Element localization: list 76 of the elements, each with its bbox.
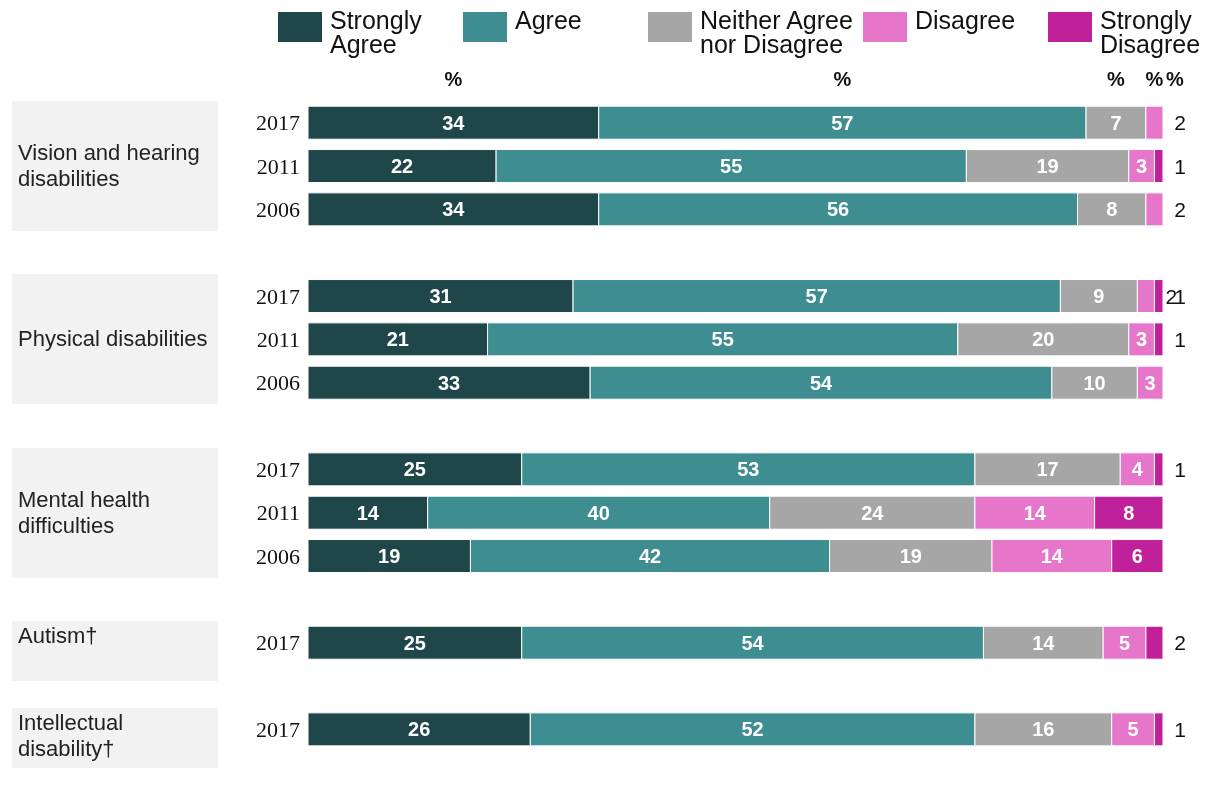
y-tick-label: 2006 (256, 197, 300, 223)
data-label: 1 (1174, 717, 1186, 741)
data-label: 16 (1032, 718, 1055, 741)
data-label: 19 (899, 545, 922, 568)
legend-label: Neither Agree nor Disagree (700, 6, 853, 58)
legend-label: Disagree (915, 6, 1016, 34)
y-tick-label: 2017 (256, 283, 300, 309)
data-label: 1 (1174, 327, 1186, 351)
data-label: 5 (1127, 718, 1139, 741)
y-tick-label: 2006 (256, 370, 300, 396)
legend-label: Strongly Agree (330, 6, 423, 58)
data-label: 10 (1083, 371, 1106, 394)
data-label: 22 (390, 155, 414, 178)
y-tick-label: 2017 (256, 717, 300, 743)
y-tick-label: 2011 (256, 327, 300, 353)
data-label: 20 (1032, 328, 1055, 351)
data-label: 54 (741, 631, 765, 654)
text: Autism† (18, 623, 98, 649)
data-label: 1 (1174, 154, 1186, 178)
y-tick-label: 2011 (256, 153, 300, 179)
data-label: 57 (805, 285, 828, 308)
data-label: 9 (1093, 285, 1105, 308)
data-label: 34 (442, 198, 466, 221)
y-tick-label: 2017 (256, 457, 300, 483)
data-label: 57 (831, 111, 854, 134)
data-label: 19 (1036, 155, 1059, 178)
data-label: 3 (1136, 328, 1148, 351)
text: % (443, 68, 464, 91)
data-label: 55 (711, 328, 734, 351)
data-label: 14 (1032, 631, 1056, 654)
data-label: 3 (1144, 371, 1156, 394)
y-tick-label: 2006 (256, 543, 300, 569)
data-label: 14 (356, 501, 380, 524)
data-label: 19 (378, 545, 401, 568)
text: Physical disabilities (18, 326, 208, 353)
text: Intellectual disability† (18, 709, 125, 762)
data-label: 55 (720, 155, 743, 178)
data-label: 2 (1174, 111, 1186, 135)
data-label: 14 (1023, 501, 1047, 524)
data-label: 26 (408, 718, 431, 741)
legend-label: Strongly Disagree (1100, 6, 1201, 58)
data-label: 8 (1106, 198, 1118, 221)
data-label: 56 (826, 198, 850, 221)
data-label: 14 (1040, 545, 1064, 568)
text: Vision and hearing disabilities (18, 140, 201, 192)
y-tick-label: 2011 (256, 500, 300, 526)
data-label: 53 (737, 458, 760, 481)
data-label: 34 (442, 111, 466, 134)
data-label: 33 (437, 371, 461, 394)
data-label: 2 (1174, 197, 1186, 221)
data-label: 25 (403, 631, 426, 654)
data-label: 3 (1136, 155, 1148, 178)
data-label: 54 (809, 371, 833, 394)
data-label: 25 (403, 458, 426, 481)
y-tick-label: 2017 (256, 630, 300, 656)
data-label: 21 (386, 328, 409, 351)
data-label: 31 (429, 285, 452, 308)
legend-label: Agree (515, 6, 583, 34)
data-label: 7 (1110, 111, 1122, 134)
data-label: 40 (587, 501, 610, 524)
text: % (1144, 68, 1165, 91)
text: % (1165, 68, 1185, 91)
data-label: 24 (861, 501, 885, 524)
data-label: 17 (1036, 458, 1059, 481)
data-label: 8 (1123, 501, 1135, 524)
data-label: 52 (741, 718, 764, 741)
data-label: 1 (1174, 457, 1186, 481)
data-label: 2 (1174, 631, 1186, 655)
data-label: 6 (1131, 545, 1143, 568)
y-tick-label: 2017 (256, 110, 300, 136)
text: % (832, 68, 853, 91)
text: Mental health difficulties (18, 486, 152, 539)
text: % (1106, 68, 1126, 91)
data-label: 42 (638, 545, 662, 568)
data-label: 5 (1118, 631, 1131, 654)
data-label: 4 (1131, 458, 1144, 481)
